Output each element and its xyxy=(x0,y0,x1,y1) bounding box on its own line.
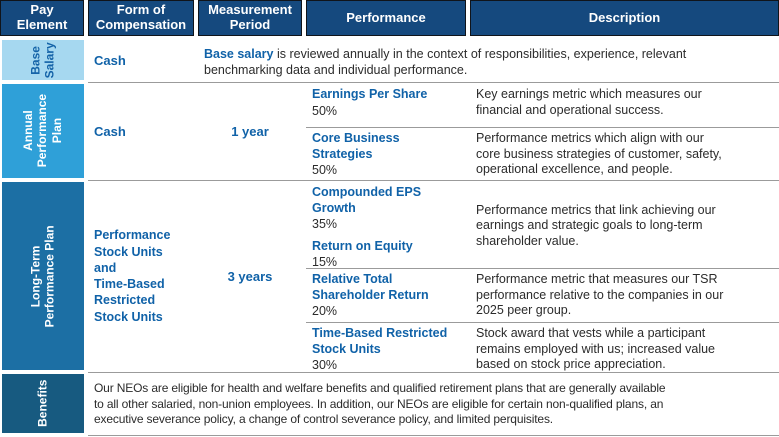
long-term-plan-label: Long-Term Performance Plan xyxy=(28,224,58,328)
metric-time-based-rsu: Time-Based Restricted Stock Units 30% xyxy=(306,323,466,374)
lt-subrow-eps-roe: Compounded EPS Growth 35% Return on Equi… xyxy=(306,182,779,270)
description-time-based-rsu: Stock award that vests while a participa… xyxy=(476,326,716,372)
base-salary-description-lead: Base salary xyxy=(204,47,274,61)
base-salary-description: Base salary is reviewed annually in the … xyxy=(198,40,779,80)
metric-name: Core Business Strategies xyxy=(312,131,400,161)
long-term-performance-area: Compounded EPS Growth 35% Return on Equi… xyxy=(306,182,779,372)
header-performance-label: Performance xyxy=(346,9,426,25)
row-label-base-salary: Base Salary xyxy=(2,40,84,80)
row-separator-line xyxy=(88,81,779,83)
row-separator-line xyxy=(88,434,779,436)
header-measurement-period-label: Measurement Period xyxy=(208,2,292,32)
lt-subrow-rsu: Time-Based Restricted Stock Units 30% St… xyxy=(306,322,779,372)
header-form-of-compensation: Form of Compensation xyxy=(88,0,194,36)
metric-name: Compounded EPS Growth xyxy=(312,185,422,215)
header-pay-element-label: Pay Element xyxy=(16,2,68,32)
header-description: Description xyxy=(470,0,779,36)
annual-form: Cash xyxy=(94,123,126,139)
description-eps-roe: Performance metrics that link achieving … xyxy=(470,182,779,270)
metric-earnings-per-share: Earnings Per Share 50% xyxy=(306,84,466,127)
row-label-benefits: Benefits xyxy=(2,374,84,433)
metric-return-on-equity: Return on Equity 15% xyxy=(312,239,462,271)
metric-name: Return on Equity xyxy=(312,238,413,253)
header-pay-element: Pay Element xyxy=(0,0,84,36)
annual-performance-area: Earnings Per Share 50% Key earnings metr… xyxy=(306,84,779,178)
metric-name: Relative Total Shareholder Return xyxy=(312,272,429,302)
lt-subrow-tsr: Relative Total Shareholder Return 20% Pe… xyxy=(306,268,779,322)
metric-weight: 15% xyxy=(312,255,338,270)
header-form-of-compensation-label: Form of Compensation xyxy=(95,2,187,32)
metric-group-eps-roe: Compounded EPS Growth 35% Return on Equi… xyxy=(306,182,466,270)
metric-relative-tsr: Relative Total Shareholder Return 20% xyxy=(306,269,466,322)
description-earnings-per-share: Key earnings metric which measures our f… xyxy=(476,87,702,117)
metric-core-business-strategies: Core Business Strategies 50% xyxy=(306,128,466,179)
description-text: Performance metrics that link achieving … xyxy=(476,202,716,248)
benefits-description-text: Our NEOs are eligible for health and wel… xyxy=(94,381,666,427)
description-core-business-strategies: Performance metrics which align with our… xyxy=(476,131,722,177)
annual-plan-label: Annual Performance Plan xyxy=(21,94,65,168)
header-performance: Performance xyxy=(306,0,466,36)
long-term-period: 3 years xyxy=(227,268,273,284)
row-separator-line xyxy=(88,179,779,181)
base-salary-description-rest: is reviewed annually in the context of r… xyxy=(204,47,687,78)
benefits-description: Our NEOs are eligible for health and wel… xyxy=(88,374,779,433)
metric-weight: 50% xyxy=(312,163,338,178)
metric-compounded-eps-growth: Compounded EPS Growth 35% xyxy=(312,185,462,233)
metric-name: Earnings Per Share xyxy=(312,87,428,101)
base-salary-label: Base Salary xyxy=(28,41,57,79)
annual-period: 1 year xyxy=(231,123,269,139)
metric-weight: 30% xyxy=(312,358,338,373)
header-measurement-period: Measurement Period xyxy=(198,0,302,36)
annual-subrow-eps: Earnings Per Share 50% Key earnings metr… xyxy=(306,84,779,127)
header-description-label: Description xyxy=(588,9,661,25)
annual-subrow-core-business: Core Business Strategies 50% Performance… xyxy=(306,127,779,178)
metric-weight: 50% xyxy=(312,103,338,118)
description-relative-tsr: Performance metric that measures our TSR… xyxy=(476,272,724,318)
metric-name: Time-Based Restricted Stock Units xyxy=(312,326,448,356)
row-label-long-term-performance-plan: Long-Term Performance Plan xyxy=(2,182,84,370)
long-term-form: Performance Stock Units and Time-Based R… xyxy=(94,228,171,324)
metric-weight: 20% xyxy=(312,304,338,319)
row-label-annual-performance-plan: Annual Performance Plan xyxy=(2,84,84,178)
row-separator-line xyxy=(88,371,779,373)
benefits-label: Benefits xyxy=(35,379,50,428)
base-salary-form: Cash xyxy=(94,52,126,68)
metric-weight: 35% xyxy=(312,217,338,232)
